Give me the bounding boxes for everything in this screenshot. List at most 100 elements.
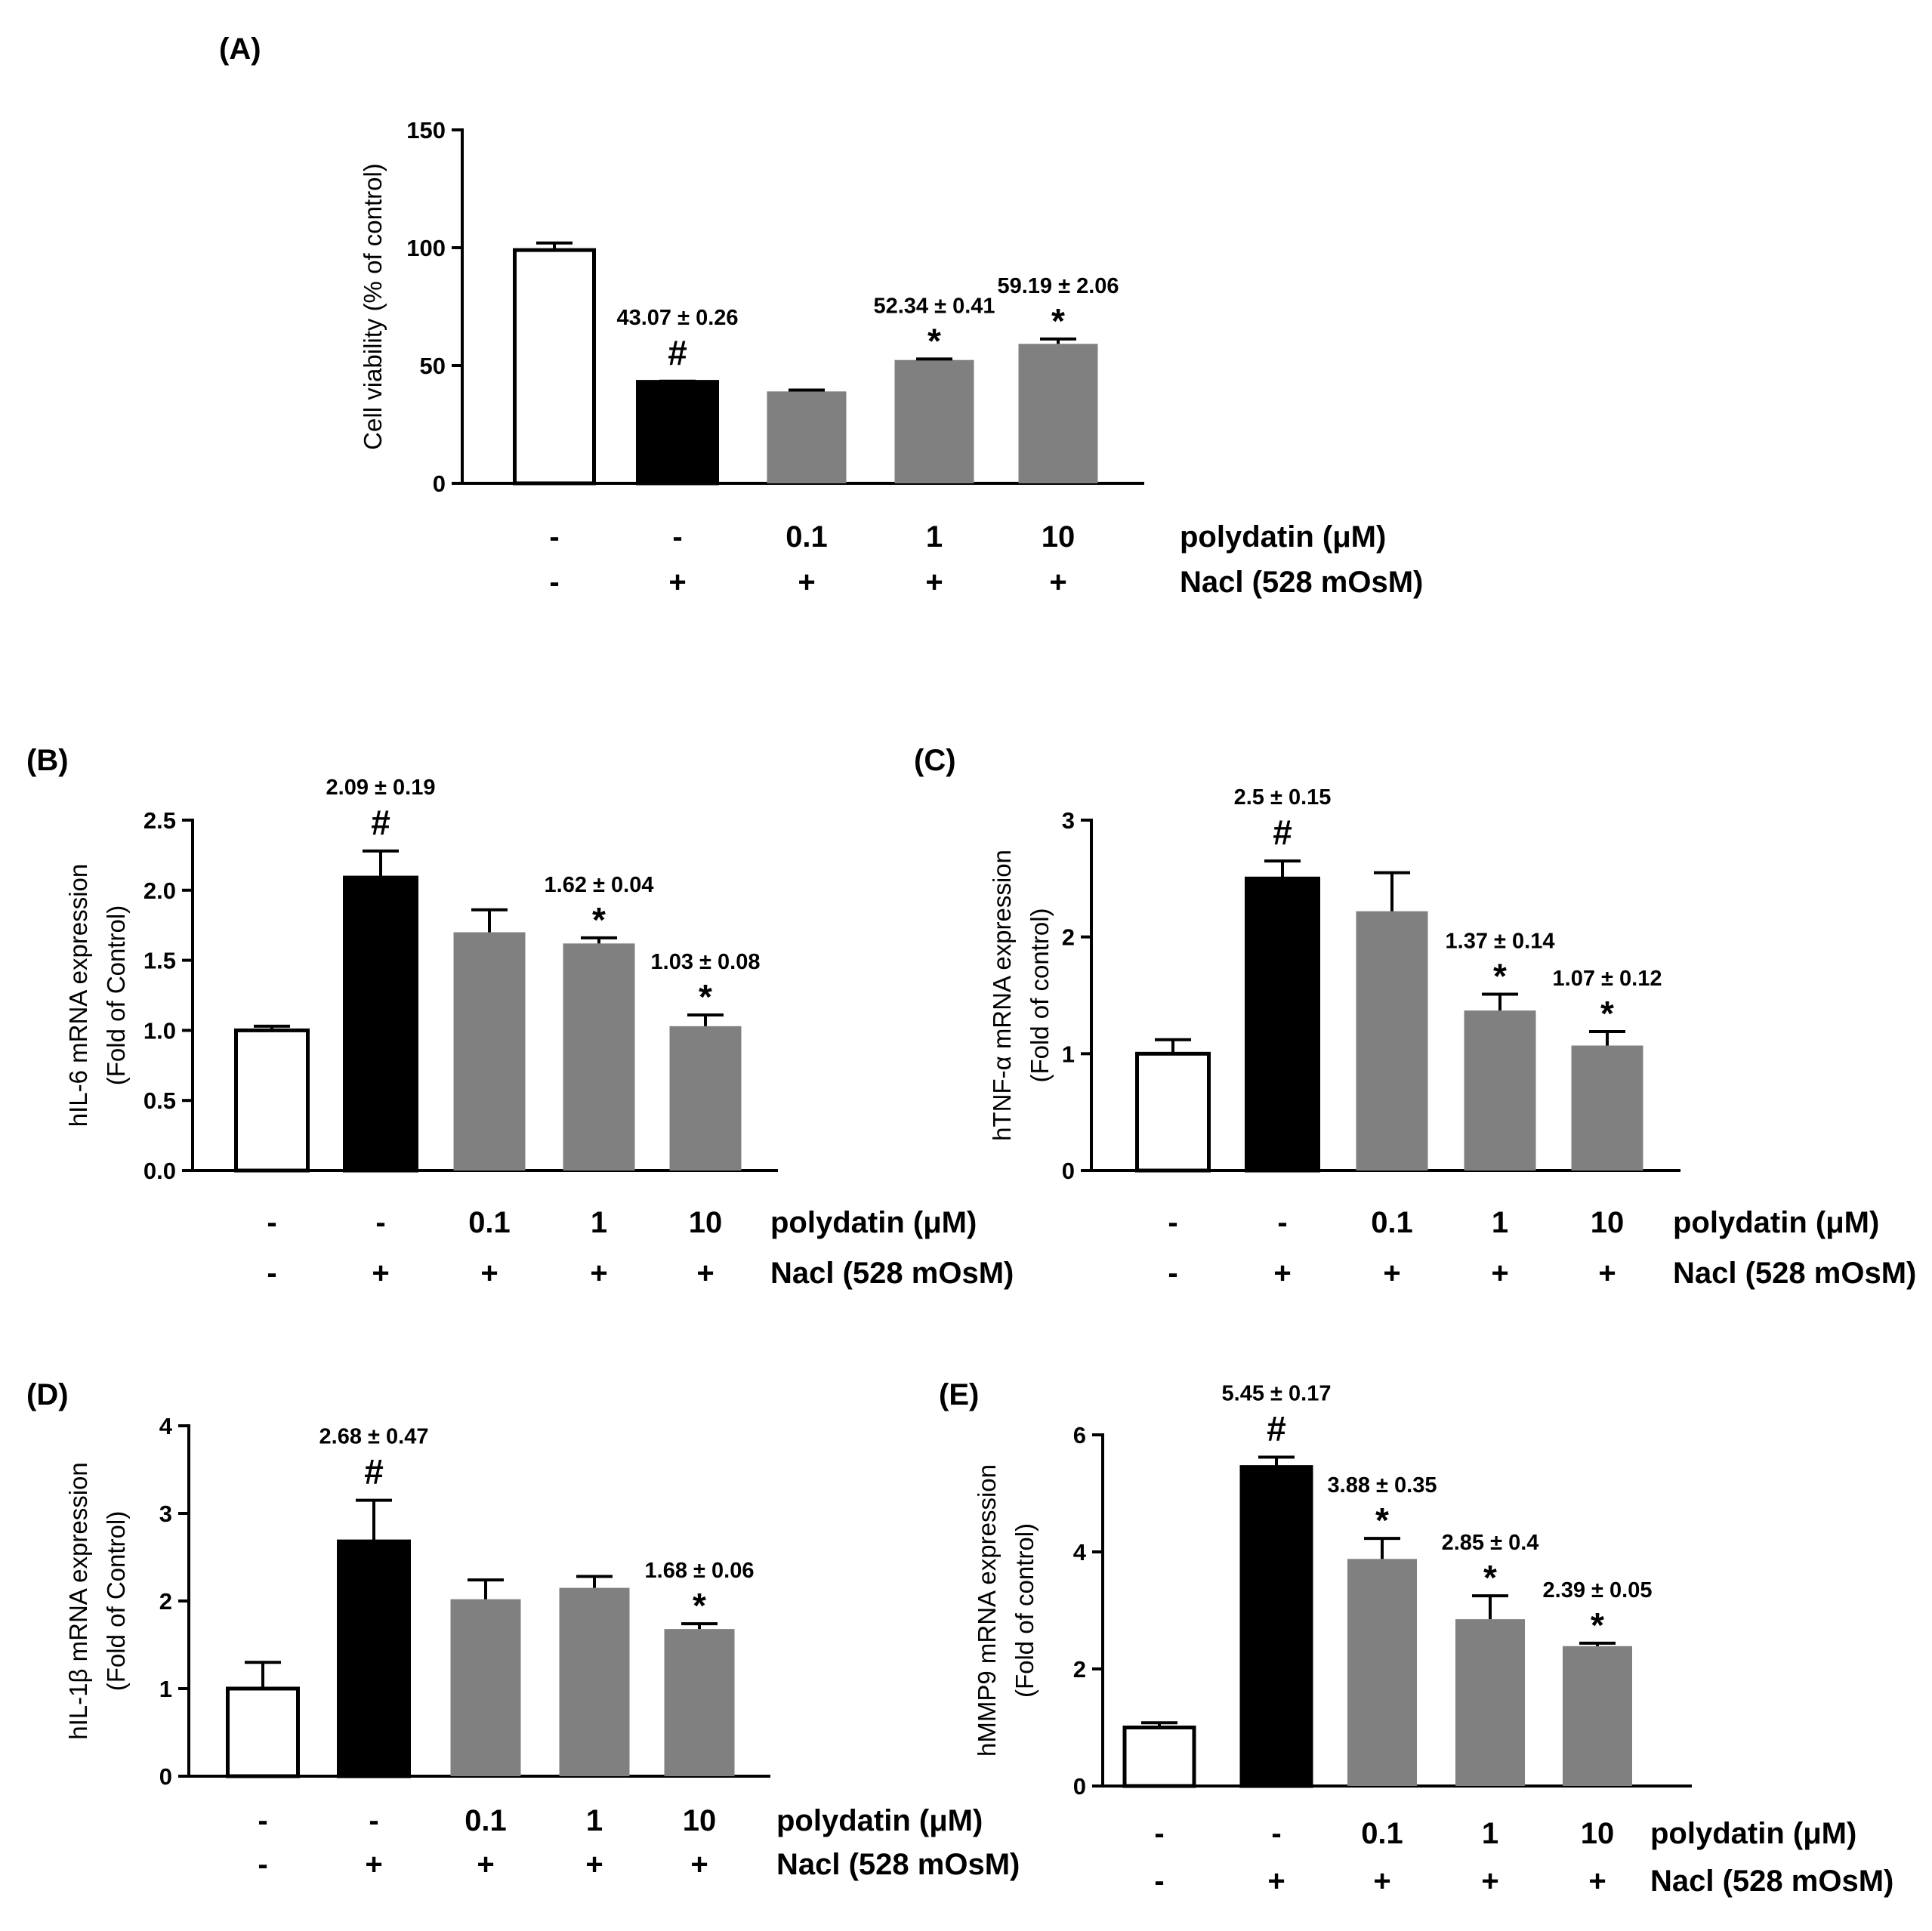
panel-b-condition-value: + [590,1257,607,1290]
panel-d-y-tick-label: 2 [159,1588,172,1615]
panel-b-value-annotation: 1.03 ± 0.08 [651,950,761,974]
panel-c-condition-value: + [1598,1257,1616,1290]
panel-e-y-tick-label: 6 [1073,1422,1086,1448]
panel-d-y-tick-label: 3 [159,1501,172,1527]
panel-b-condition-value: + [372,1257,389,1290]
panel-a-y-axis-label: Cell viability (% of control) [359,163,387,450]
panel-b-condition-value: 1 [591,1206,607,1239]
panel-b-value-annotation: 1.62 ± 0.04 [545,873,654,897]
panel-b-condition-value: + [480,1257,498,1290]
panel-a: (A) 0 50 100 150 Cell viability (% of control… [219,32,1423,599]
panel-b-condition-value: - [267,1257,276,1290]
panel-e-condition-value: - [1271,1817,1281,1850]
panel-b-condition-value: + [696,1257,714,1290]
panel-e-bar-1 [1122,1726,1196,1788]
panel-c-value-annotation: 1.37 ± 0.14 [1446,929,1555,953]
panel-e-value-annotation: 2.39 ± 0.05 [1543,1578,1653,1602]
panel-b-bar-3 [453,932,526,1171]
panel-e-value-annotation: 5.45 ± 0.17 [1222,1381,1332,1405]
panel-c-value-annotation: 1.07 ± 0.12 [1553,967,1662,991]
panel-b-y-axis-label: hIL-6 mRNA expression [64,864,92,1127]
panel-e-significance-marker: * [1375,1501,1389,1540]
panel-b-condition-value: 0.1 [468,1206,511,1239]
panel-e-condition-value: + [1481,1865,1498,1898]
panel-d-condition-value: - [369,1804,378,1837]
panel-a-y-tick-label: 50 [420,353,446,379]
panel-d-letter: (D) [26,1378,69,1411]
panel-d-bar-5 [664,1629,735,1776]
panel-b-significance-marker: * [592,900,606,939]
panel-e-bar-2 [1239,1465,1313,1788]
panel-d-condition-value: 1 [586,1804,603,1837]
panel-b-y-tick-label: 2.0 [144,878,176,904]
panel-a-significance-marker: # [668,333,687,372]
panel-d-condition-value: 0.1 [464,1804,507,1837]
panel-d-bar-4 [559,1587,630,1776]
panel-a-y-tick-label: 0 [433,470,446,497]
panel-c-y-tick-label: 2 [1062,924,1075,951]
panel-e-bar-5 [1563,1646,1632,1786]
panel-d-y-tick-label: 1 [159,1676,172,1702]
panel-d-condition-value: 10 [683,1804,717,1837]
panel-d-significance-marker: # [364,1452,384,1491]
panel-e-bar-4 [1455,1619,1525,1786]
panel-b-significance-marker: * [699,977,712,1016]
panel-c-condition-label: Nacl (528 mOsM) [1673,1257,1916,1290]
panel-c-condition-value: - [1168,1257,1177,1290]
panel-c-y-tick-label: 3 [1062,807,1075,834]
panel-e-value-annotation: 2.85 ± 0.4 [1442,1531,1539,1555]
panel-d-y-axis-label: hIL-1β mRNA expression [64,1462,92,1739]
panel-e-y-tick-label: 4 [1073,1539,1087,1565]
panel-b-significance-marker: # [371,803,390,842]
panel-a-condition-value: 1 [926,520,943,554]
panel-a-condition-value: + [1049,566,1066,599]
panel-b-y-axis-label: (Fold of Control) [102,905,130,1085]
panel-e-condition-value: + [1373,1865,1390,1898]
panel-c-bar-2 [1245,876,1320,1173]
panel-e-condition-value: + [1267,1865,1285,1898]
panel-c-y-axis-label: (Fold of control) [1026,908,1054,1082]
panel-a-condition-value: 0.1 [785,520,828,554]
panel-a-condition-value: 10 [1042,520,1076,554]
panel-d-bar-1 [226,1686,300,1778]
panel-a-value-annotation: 59.19 ± 2.06 [997,274,1119,298]
panel-c: (C) 0 1 2 3 hTNF-α mRNA expression (Fold of co… [914,744,1916,1290]
panel-a-condition-label: polydatin (μM) [1180,520,1386,554]
panel-e-value-annotation: 3.88 ± 0.35 [1328,1473,1437,1498]
panel-a-condition-value: - [672,520,682,554]
panel-c-condition-value: + [1383,1257,1400,1290]
panel-e-significance-marker: * [1591,1606,1604,1645]
panel-c-y-tick-label: 1 [1062,1041,1075,1067]
panel-b-letter: (B) [26,744,69,777]
panel-a-significance-marker: * [927,321,941,360]
panel-d-condition-value: - [258,1804,267,1837]
panel-b-value-annotation: 2.09 ± 0.19 [326,776,436,800]
panel-c-bar-1 [1135,1051,1211,1173]
panel-b-y-tick-label: 1.5 [144,948,176,974]
panel-a-condition-value: - [549,520,559,554]
panel-a-bar-2 [636,380,719,486]
panel-b-bar-1 [234,1028,310,1173]
panel-d-condition-label: polydatin (μM) [776,1804,983,1837]
panel-e-condition-label: polydatin (μM) [1650,1817,1856,1850]
panel-b-y-tick-label: 0.5 [144,1087,176,1114]
panel-d-y-tick-label: 4 [159,1413,173,1439]
panel-c-condition-value: + [1491,1257,1508,1290]
panel-d-condition-value: + [365,1848,382,1881]
panel-d-bar-2 [337,1539,411,1778]
panel-e-condition-value: 0.1 [1361,1817,1403,1850]
panel-c-condition-value: 10 [1591,1206,1625,1239]
panel-a-condition-label: Nacl (528 mOsM) [1180,566,1423,599]
panel-c-condition-value: 1 [1492,1206,1508,1239]
panel-e-y-tick-label: 2 [1073,1656,1086,1683]
panel-e-condition-value: - [1154,1865,1164,1898]
panel-d-value-annotation: 1.68 ± 0.06 [645,1559,755,1583]
panel-c-letter: (C) [914,744,956,777]
panel-d-condition-value: + [477,1848,494,1881]
panel-d-condition-value: + [690,1848,708,1881]
panel-a-condition-value: + [798,566,815,599]
panel-e-condition-value: 10 [1581,1817,1615,1850]
panel-b-bar-4 [563,943,635,1171]
panel-c-condition-value: 0.1 [1371,1206,1413,1239]
